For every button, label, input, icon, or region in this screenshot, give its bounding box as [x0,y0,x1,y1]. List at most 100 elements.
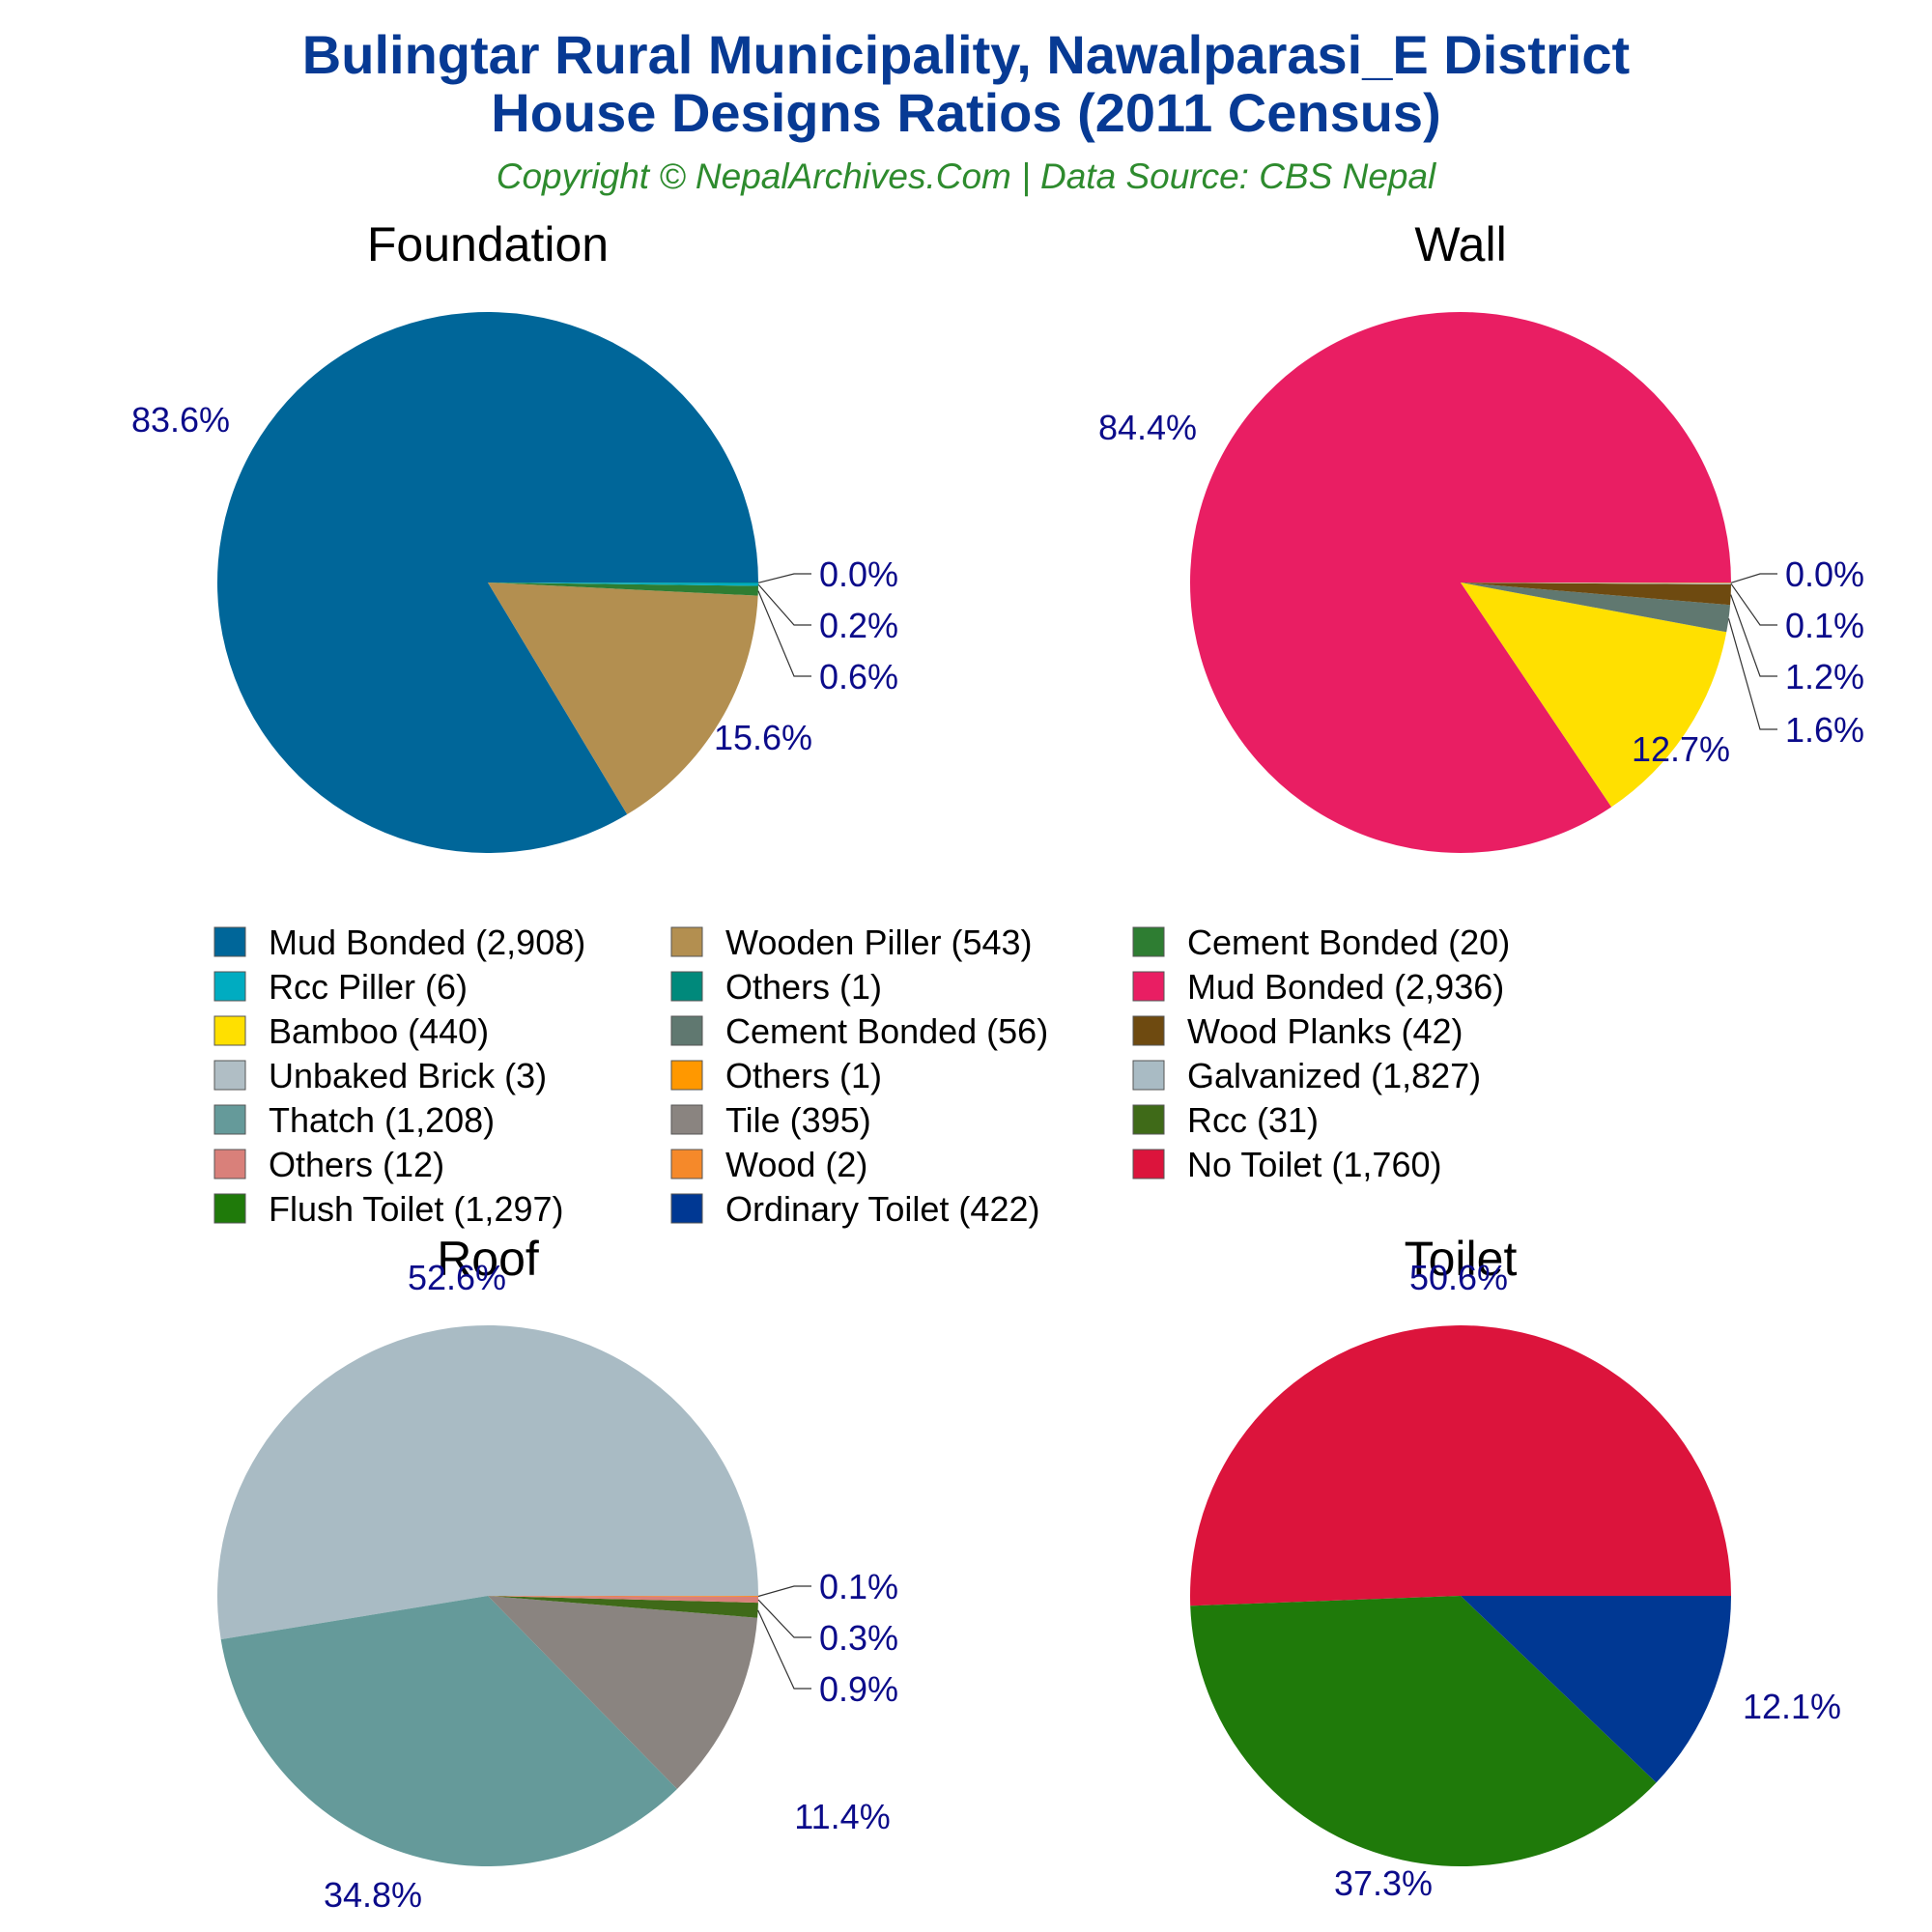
slice-pct-label: 0.0% [819,554,898,594]
pie-slice [488,1596,758,1789]
pie-slice [488,582,758,815]
pie-title-roof: Roof [437,1232,539,1286]
legend-swatch [670,1193,703,1224]
legend-label: Cement Bonded (20) [1187,923,1510,962]
leader-line [1727,618,1777,730]
legend-item: Cement Bonded (20) [1132,923,1510,962]
legend-label: Unbaked Brick (3) [269,1056,547,1095]
legend-swatch [670,926,703,957]
legend-swatch [1132,1015,1165,1046]
legend-swatch [213,1104,246,1135]
legend-item: Tile (395) [670,1100,871,1140]
legend-item: Wooden Piller (543) [670,923,1033,962]
pie-slice [488,582,758,586]
legend-swatch [213,1060,246,1091]
legend-swatch [213,926,246,957]
slice-pct-label: 84.4% [1098,408,1197,447]
legend: Mud Bonded (2,908) Wooden Piller (543) Cem… [213,923,1510,1229]
pie-slice [488,582,759,583]
pie-slice [1461,1596,1731,1783]
pie-slice [216,1324,758,1640]
slice-pct-label: 34.8% [324,1875,422,1915]
legend-swatch [670,1060,703,1091]
pie-title-toilet: Toilet [1405,1232,1518,1286]
chart-title-line2: House Designs Ratios (2011 Census) [491,82,1440,143]
leader-line [757,590,811,677]
legend-label: Rcc (31) [1187,1100,1319,1140]
legend-item: Unbaked Brick (3) [213,1056,547,1095]
legend-swatch [1132,926,1165,957]
leader-line [757,1585,811,1598]
legend-swatch [670,1149,703,1179]
pie-slice [488,1596,759,1598]
pie-title-wall: Wall [1414,217,1506,271]
slice-pct-label: 50.6% [1409,1258,1508,1297]
slice-pct-label: 52.6% [408,1258,506,1297]
legend-item: Galvanized (1,827) [1132,1056,1481,1095]
legend-label: Thatch (1,208) [269,1100,495,1140]
legend-label: Mud Bonded (2,936) [1187,967,1504,1007]
legend-label: No Toilet (1,760) [1187,1145,1441,1184]
legend-item: Flush Toilet (1,297) [213,1189,564,1229]
legend-swatch [670,971,703,1002]
legend-swatch [213,1015,246,1046]
legend-swatch [1132,1104,1165,1135]
pie-slice [1461,582,1732,583]
leader-line [757,583,811,626]
legend-label: Wooden Piller (543) [725,923,1033,962]
leader-line [1730,582,1777,626]
legend-swatch [213,1193,246,1224]
legend-label: Galvanized (1,827) [1187,1056,1481,1095]
slice-pct-label: 0.1% [1785,606,1864,645]
leader-line [1730,573,1777,583]
legend-label: Mud Bonded (2,908) [269,923,585,962]
legend-swatch [670,1015,703,1046]
slice-pct-label: 12.1% [1743,1687,1841,1726]
legend-item: Others (1) [670,1056,882,1095]
legend-item: Thatch (1,208) [213,1100,495,1140]
legend-label: Rcc Piller (6) [269,967,468,1007]
pie-slice [1461,582,1731,606]
legend-item: Others (1) [670,967,882,1007]
pie-charts: Foundation 83.6% 15.6% 0.0% 0.2% 0.6% Wall 84.4… [131,217,1864,1915]
legend-swatch [213,1149,246,1179]
legend-label: Bamboo (440) [269,1011,489,1051]
pie-wall: Wall 84.4% 12.7% 0.0% 0.1% 1.2% 1.6% [1098,217,1864,854]
pie-slice [217,312,759,854]
legend-label: Others (12) [269,1145,444,1184]
legend-label: Wood (2) [725,1145,867,1184]
slice-pct-label: 0.9% [819,1669,898,1709]
slice-pct-label: 12.7% [1632,729,1730,769]
pie-slice [1461,582,1731,585]
pie-slice [220,1596,677,1866]
legend-item: Wood Planks (42) [1132,1011,1463,1051]
pie-slice [1190,312,1731,854]
legend-swatch [1132,971,1165,1002]
pie-title-foundation: Foundation [367,217,609,271]
leader-line [757,573,811,583]
pie-slice [1461,582,1731,633]
legend-item: Ordinary Toilet (422) [670,1189,1039,1229]
leader-line [757,1609,811,1690]
slice-pct-label: 1.6% [1785,710,1864,750]
pie-foundation: Foundation 83.6% 15.6% 0.0% 0.2% 0.6% [131,217,898,854]
slice-pct-label: 0.6% [819,657,898,696]
legend-label: Others (1) [725,1056,882,1095]
slice-pct-label: 37.3% [1334,1863,1433,1903]
legend-item: Others (12) [213,1145,444,1184]
legend-swatch [213,971,246,1002]
pie-slice [488,582,758,596]
slice-pct-label: 83.6% [131,400,230,440]
legend-swatch [1132,1060,1165,1091]
legend-label: Others (1) [725,967,882,1007]
legend-item: Wood (2) [670,1145,867,1184]
legend-item: Mud Bonded (2,908) [213,923,585,962]
chart-title-line1: Bulingtar Rural Municipality, Nawalparas… [302,24,1630,85]
legend-item: Mud Bonded (2,936) [1132,967,1504,1007]
pie-slice [1190,1596,1657,1866]
legend-label: Flush Toilet (1,297) [269,1189,564,1229]
legend-label: Cement Bonded (56) [725,1011,1048,1051]
